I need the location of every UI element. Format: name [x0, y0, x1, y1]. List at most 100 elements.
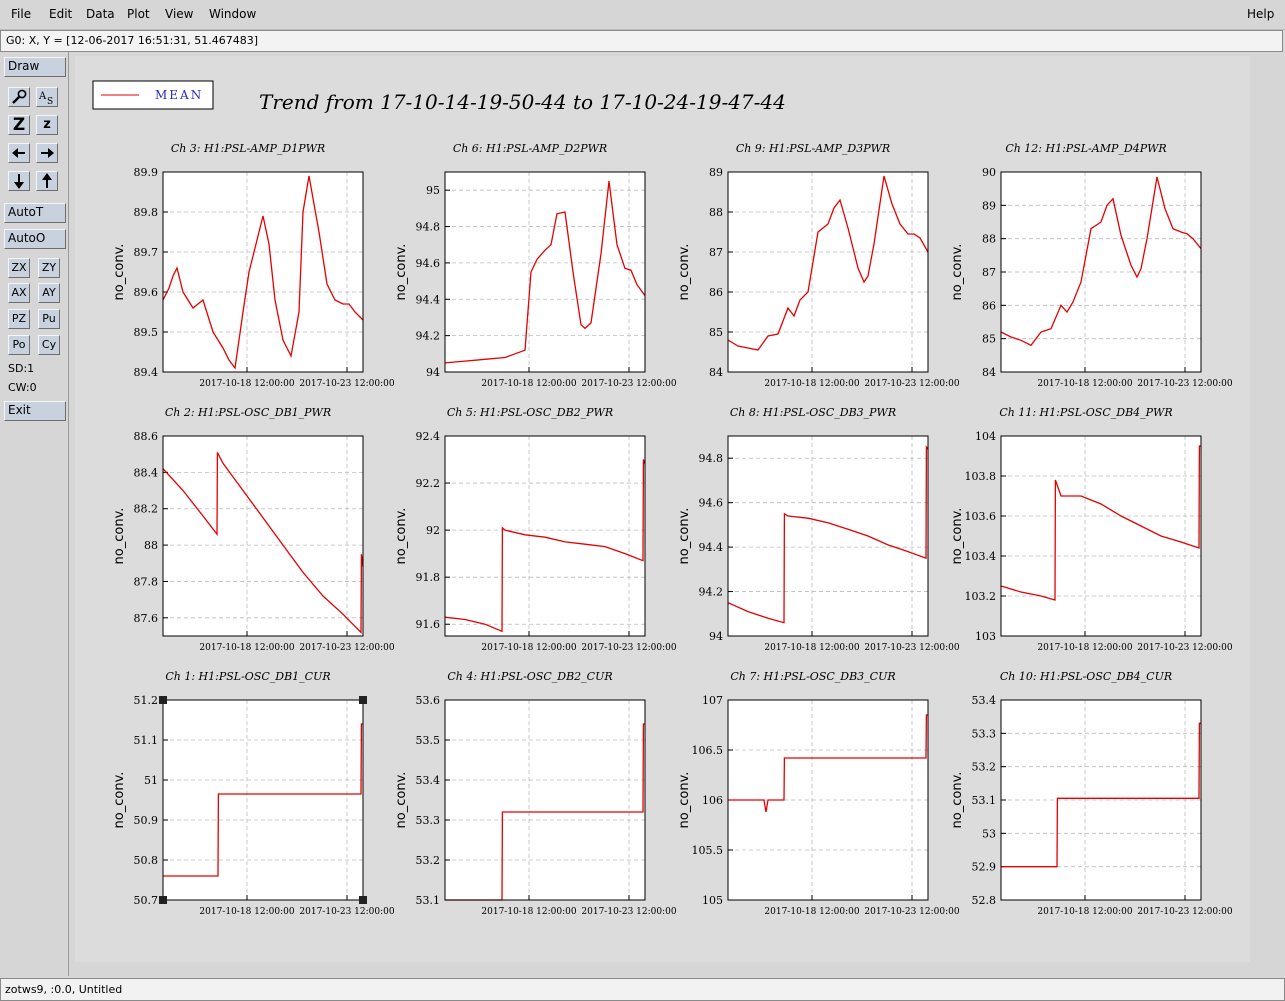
menu-bar: File Edit Data Plot View Window Help: [0, 0, 1285, 30]
plot-frame: [444, 171, 646, 373]
y-tick-label: 89: [982, 199, 996, 212]
chart-title: Ch 6: H1:PSL-AMP_D2PWR: [453, 142, 607, 155]
y-tick-label: 92.2: [416, 477, 441, 490]
selection-handle: [359, 896, 367, 904]
series-line: [444, 459, 646, 633]
series-line: [727, 445, 929, 624]
pu-button[interactable]: Pu: [38, 309, 60, 329]
y-tick-label: 89.5: [134, 326, 159, 339]
arrow-down-icon: [14, 174, 24, 189]
pan-up-button[interactable]: [36, 171, 58, 191]
menu-view[interactable]: View: [165, 7, 194, 21]
coordinate-readout: G0: X, Y = [12-06-2017 16:51:31, 51.4674…: [0, 30, 1283, 52]
ay-button[interactable]: AY: [38, 283, 60, 303]
y-tick-label: 53.4: [972, 694, 997, 707]
x-tick-label: 2017-10-23 12:00:00: [299, 643, 394, 653]
y-tick-label: 103.4: [965, 550, 997, 563]
plot-canvas[interactable]: MEAN Trend from 17-10-14-19-50-44 to 17-…: [73, 52, 1285, 974]
x-tick-label: 2017-10-23 12:00:00: [581, 379, 676, 389]
zoom-big-button[interactable]: Z: [8, 115, 30, 135]
menu-window[interactable]: Window: [209, 7, 257, 21]
legend-box: [92, 80, 214, 110]
x-tick-label: 2017-10-18 12:00:00: [1037, 907, 1132, 917]
menu-plot[interactable]: Plot: [127, 7, 150, 21]
y-tick-label: 84: [982, 366, 996, 379]
y-tick-label: 94.8: [416, 221, 441, 234]
svg-text:S: S: [47, 97, 53, 106]
cy-button[interactable]: Cy: [38, 335, 60, 355]
x-tick-label: 2017-10-18 12:00:00: [481, 379, 576, 389]
x-tick-label: 2017-10-23 12:00:00: [1137, 643, 1232, 653]
y-tick-label: 53: [982, 827, 996, 840]
chart-title: Ch 9: H1:PSL-AMP_D3PWR: [736, 142, 890, 155]
x-tick-label: 2017-10-18 12:00:00: [764, 379, 859, 389]
y-tick-label: 85: [982, 333, 996, 346]
draw-button[interactable]: Draw: [4, 57, 66, 77]
y-tick-label: 87.8: [134, 575, 159, 588]
plot-frame: [162, 171, 364, 373]
y-tick-label: 94.2: [416, 330, 441, 343]
y-tick-label: 89.6: [134, 286, 159, 299]
y-tick-label: 91.6: [416, 618, 441, 631]
y-tick-label: 103: [975, 630, 996, 643]
magnifier-icon: [12, 89, 27, 104]
plot-area: [1001, 436, 1201, 636]
sd-label: SD:1: [8, 362, 35, 375]
plot-frame: [162, 435, 364, 637]
y-tick-label: 53.3: [416, 814, 441, 827]
chart-title: Ch 11: H1:PSL-OSC_DB4_PWR: [999, 406, 1172, 419]
x-tick-label: 2017-10-18 12:00:00: [1037, 643, 1132, 653]
y-tick-label: 94.6: [699, 497, 724, 510]
menu-data[interactable]: Data: [86, 7, 115, 21]
plot-frame: [1000, 171, 1202, 373]
main-title: Trend from 17-10-14-19-50-44 to 17-10-24…: [259, 90, 786, 114]
y-tick-label: 103.8: [965, 470, 997, 483]
plot-area: [163, 172, 363, 372]
pz-button[interactable]: PZ: [8, 309, 30, 329]
plot-area: [728, 172, 928, 372]
plot-area: [445, 172, 645, 372]
zx-button[interactable]: ZX: [8, 258, 30, 278]
zoom-tool-button[interactable]: [8, 87, 30, 107]
x-tick-label: 2017-10-23 12:00:00: [864, 379, 959, 389]
pan-down-button[interactable]: [8, 171, 30, 191]
autoo-button[interactable]: AutoO: [4, 229, 66, 249]
y-tick-label: 94: [709, 630, 723, 643]
chart-title: Ch 8: H1:PSL-OSC_DB3_PWR: [730, 406, 896, 419]
exit-button[interactable]: Exit: [4, 401, 66, 421]
y-tick-label: 88: [982, 233, 996, 246]
plot-area: [163, 700, 363, 900]
y-tick-label: 104: [975, 430, 996, 443]
series-line: [1000, 176, 1202, 347]
y-tick-label: 90: [982, 166, 996, 179]
menu-help[interactable]: Help: [1247, 7, 1275, 21]
y-tick-label: 94.2: [699, 586, 724, 599]
series-line: [163, 723, 363, 877]
po-button[interactable]: Po: [8, 335, 30, 355]
plot-frame: [162, 699, 364, 901]
x-tick-label: 2017-10-23 12:00:00: [864, 907, 959, 917]
y-tick-label: 89: [709, 166, 723, 179]
zoom-small-button[interactable]: z: [36, 115, 58, 135]
x-tick-label: 2017-10-23 12:00:00: [299, 379, 394, 389]
coordinate-text: G0: X, Y = [12-06-2017 16:51:31, 51.4674…: [6, 34, 259, 47]
y-axis-label: no_conv.: [677, 508, 692, 565]
y-axis-label: no_conv.: [950, 772, 965, 829]
plot-area: [445, 436, 645, 636]
menu-file[interactable]: File: [11, 7, 32, 21]
pan-right-button[interactable]: [36, 143, 58, 163]
menu-edit[interactable]: Edit: [49, 7, 73, 21]
series-line: [162, 452, 364, 634]
ax-button[interactable]: AX: [8, 283, 30, 303]
y-axis-label: no_conv.: [677, 772, 692, 829]
zy-button[interactable]: ZY: [38, 258, 60, 278]
chart-title: Ch 7: H1:PSL-OSC_DB3_CUR: [730, 670, 895, 683]
svg-text:A: A: [38, 91, 47, 102]
pan-left-button[interactable]: [8, 143, 30, 163]
autot-button[interactable]: AutoT: [4, 203, 66, 223]
y-tick-label: 89.8: [134, 206, 159, 219]
x-tick-label: 2017-10-18 12:00:00: [481, 907, 576, 917]
plot-area: [728, 436, 928, 636]
